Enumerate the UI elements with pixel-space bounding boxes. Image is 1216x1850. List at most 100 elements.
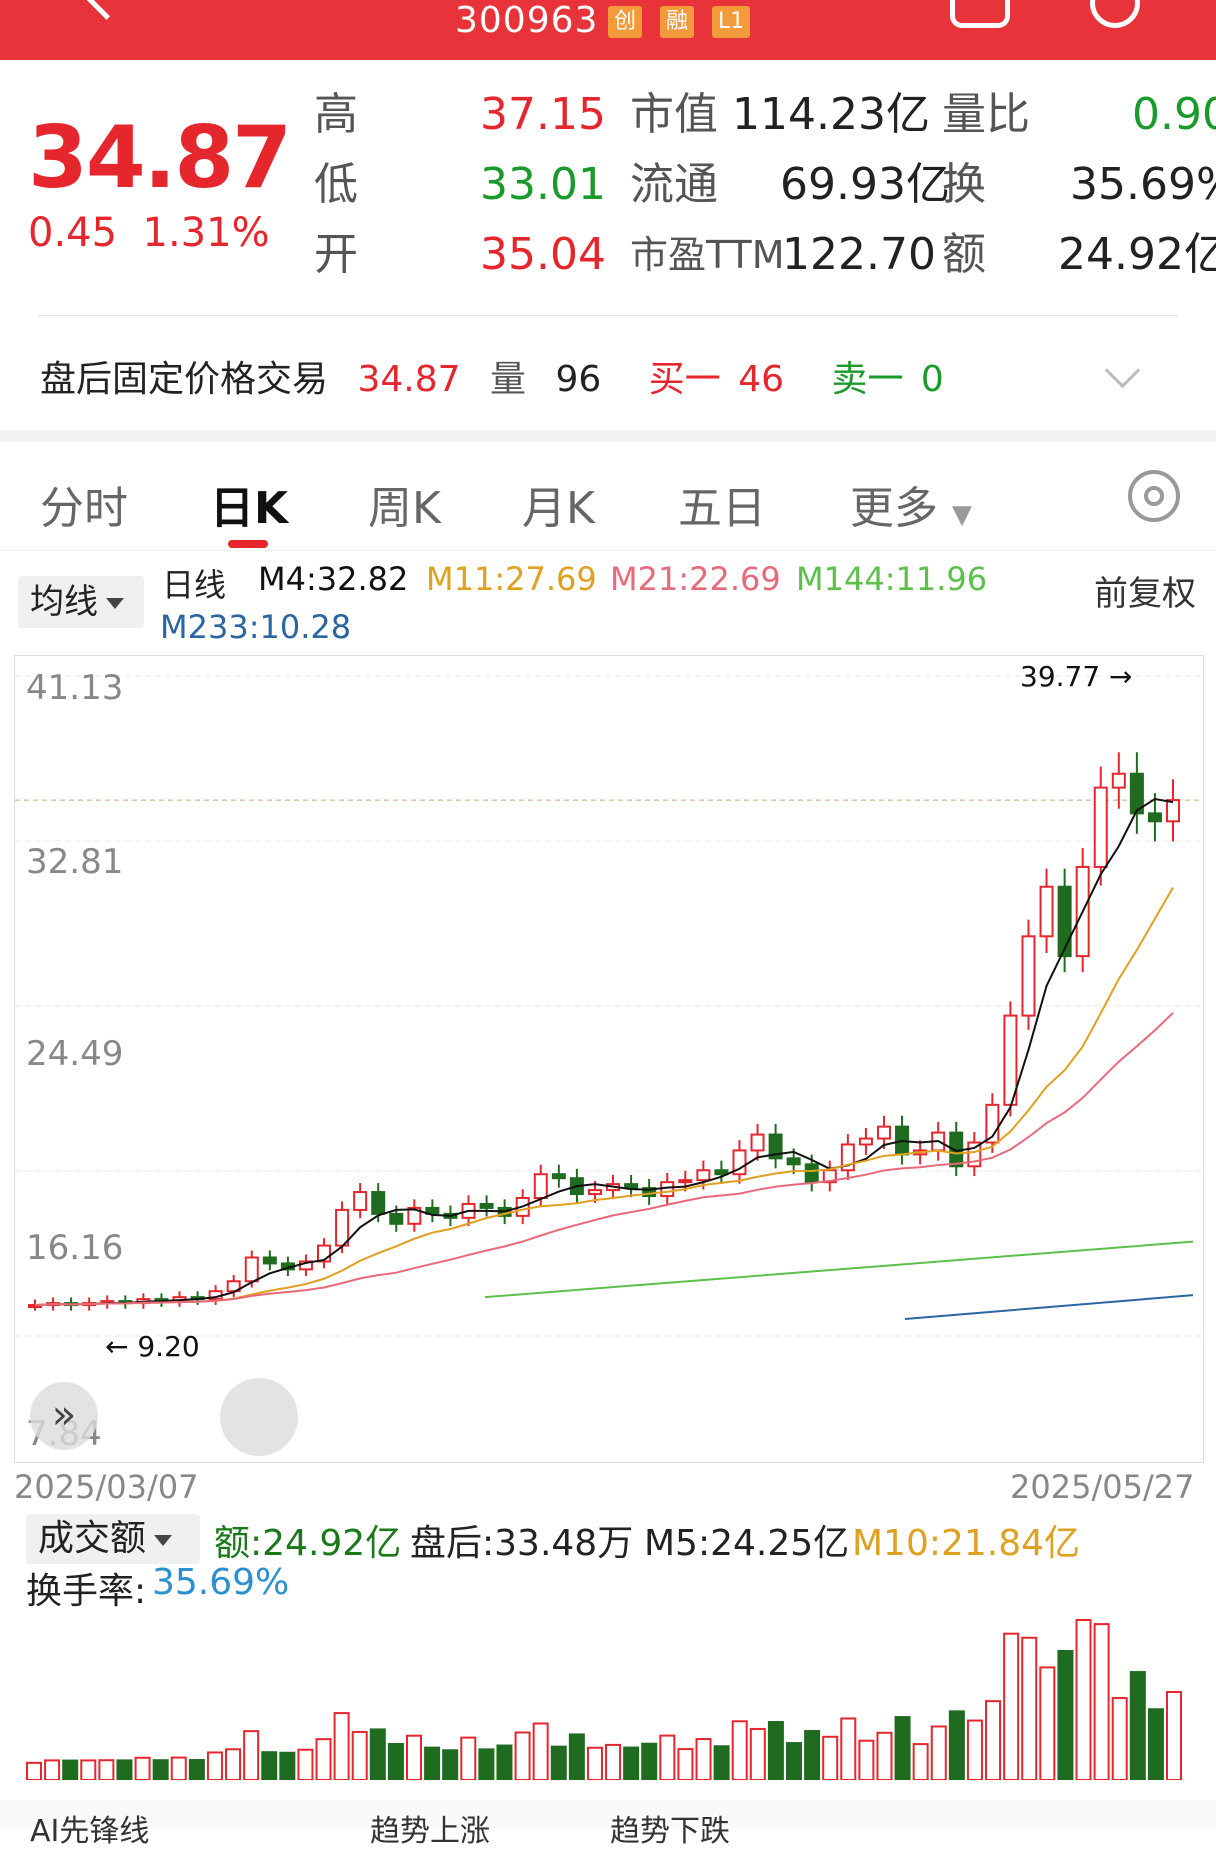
tab-weekly[interactable]: 周K <box>368 483 441 534</box>
tab-intraday[interactable]: 分时 <box>40 483 128 534</box>
volume-bar <box>532 1722 549 1781</box>
volume-bar <box>786 1742 802 1781</box>
candle-body <box>407 1206 422 1225</box>
tab-more[interactable]: 更多 ▼ <box>850 483 972 534</box>
y-tick-0: 41.13 <box>26 668 124 708</box>
volume-bar <box>1166 1691 1182 1781</box>
candle-body <box>732 1149 747 1176</box>
volume-bar <box>1003 1632 1020 1781</box>
candle-body <box>335 1208 350 1247</box>
tab-daily[interactable]: 日K <box>210 483 289 534</box>
candle-body <box>804 1163 819 1184</box>
candle-body <box>678 1179 693 1184</box>
volume-bar <box>62 1759 79 1781</box>
turn-label: 换 <box>942 159 986 210</box>
indicator-selector[interactable]: AI先锋线 <box>30 1814 150 1849</box>
volume-bar <box>1129 1671 1146 1781</box>
ma-m4: M4:32.82 <box>258 560 409 598</box>
period-tabs: 分时 日K 周K 月K 五日 更多 ▼ <box>0 442 1216 551</box>
trend-down-label: 趋势下跌 <box>610 1814 730 1849</box>
candle-body <box>262 1256 277 1265</box>
buy1-label: 买一 <box>648 359 721 400</box>
tab-5day[interactable]: 五日 <box>678 483 766 534</box>
sell1-value: 0 <box>920 359 944 400</box>
volume-bar <box>659 1734 676 1781</box>
volume-bar <box>478 1748 495 1782</box>
vol-m5: M5:24.25亿 <box>644 1523 850 1564</box>
top-bar: 300963 创 融 L1 <box>0 0 1216 60</box>
volume-bar <box>134 1756 151 1782</box>
volume-bar <box>605 1743 622 1781</box>
volume-bar <box>514 1731 531 1781</box>
divider <box>38 315 1178 316</box>
vol-after: 盘后:33.48万 <box>410 1523 634 1564</box>
after-hours-label: 盘后固定价格交易 <box>40 359 329 400</box>
high-value: 37.15 <box>480 89 606 140</box>
ma-selector[interactable]: 均线 <box>18 576 144 628</box>
ma-line-label: 日线 <box>162 566 227 604</box>
volume-selector[interactable]: 成交额 <box>26 1514 200 1564</box>
date-end: 2025/05/27 <box>1010 1468 1195 1506</box>
adjust-mode[interactable]: 前复权 <box>1094 574 1196 614</box>
volume-bar <box>225 1748 242 1781</box>
volume-bar <box>568 1733 585 1781</box>
volume-bar <box>586 1746 603 1782</box>
volume-bar <box>442 1749 459 1782</box>
candle-body <box>551 1173 566 1180</box>
volume-bar <box>98 1759 115 1781</box>
indicator-bar: AI先锋线 趋势上涨 趋势下跌 <box>0 1800 1216 1849</box>
turnover-label: 换手率: <box>26 1571 147 1612</box>
volume-bar <box>948 1710 965 1781</box>
price-change: 0.45 1.31% <box>28 210 270 256</box>
low-value: 33.01 <box>480 159 606 210</box>
ma-m144: M144:11.96 <box>796 560 988 598</box>
kline-chart[interactable]: 39.77 → ← 9.20 <box>14 655 1204 1463</box>
expand-button[interactable]: » <box>30 1382 98 1450</box>
volume-bar <box>496 1744 513 1782</box>
volume-bar <box>641 1742 658 1782</box>
candle-body <box>876 1125 891 1140</box>
float-value: 69.93亿 <box>780 159 950 210</box>
candle-body <box>1166 799 1180 823</box>
message-icon[interactable] <box>950 0 1010 28</box>
volume-bar <box>152 1759 169 1781</box>
mcap-label: 市值 <box>630 89 718 140</box>
ma-m21: M21:22.69 <box>610 560 781 598</box>
kline-svg: 39.77 → ← 9.20 <box>15 660 1203 1363</box>
tab-monthly[interactable]: 月K <box>522 483 595 534</box>
after-hours-row[interactable]: 盘后固定价格交易 34.87 量 96 买一 46 卖一 0 <box>40 350 962 402</box>
tag-rong: 融 <box>660 6 695 38</box>
turn-value: 35.69% <box>1070 159 1216 210</box>
tag-l1: L1 <box>712 6 751 38</box>
volume-svg <box>26 1619 1182 1782</box>
volume-bar <box>894 1716 911 1781</box>
volume-bar <box>206 1751 223 1782</box>
ma4-line <box>34 797 1174 1307</box>
volume-bar <box>749 1727 766 1781</box>
candle-body <box>1147 812 1162 823</box>
back-icon[interactable] <box>83 0 130 20</box>
candle-body <box>1129 772 1144 815</box>
volume-bar <box>1111 1697 1128 1781</box>
candle-body <box>587 1189 602 1196</box>
volume-bar <box>1075 1619 1092 1781</box>
vr-label: 量比 <box>942 89 1030 140</box>
search-icon[interactable] <box>1090 0 1140 28</box>
candle-body <box>750 1133 765 1152</box>
volume-chart <box>14 1600 1204 1782</box>
volume-bar <box>930 1725 947 1781</box>
volume-bar <box>261 1751 278 1781</box>
volume-bar <box>912 1743 929 1781</box>
volume-bar <box>713 1745 730 1781</box>
vol-m10: M10:21.84亿 <box>852 1523 1081 1564</box>
volume-bar <box>26 1761 42 1781</box>
settings-icon[interactable] <box>1128 470 1180 522</box>
mcap-value: 114.23亿 <box>732 89 930 140</box>
candle-body <box>1111 772 1126 789</box>
fullscreen-button[interactable] <box>220 1378 298 1456</box>
low-label: 低 <box>314 159 358 210</box>
candle-body <box>858 1137 873 1146</box>
candle-body <box>1039 885 1054 938</box>
buy1-value: 46 <box>738 359 784 400</box>
volume-bar <box>1057 1649 1074 1782</box>
